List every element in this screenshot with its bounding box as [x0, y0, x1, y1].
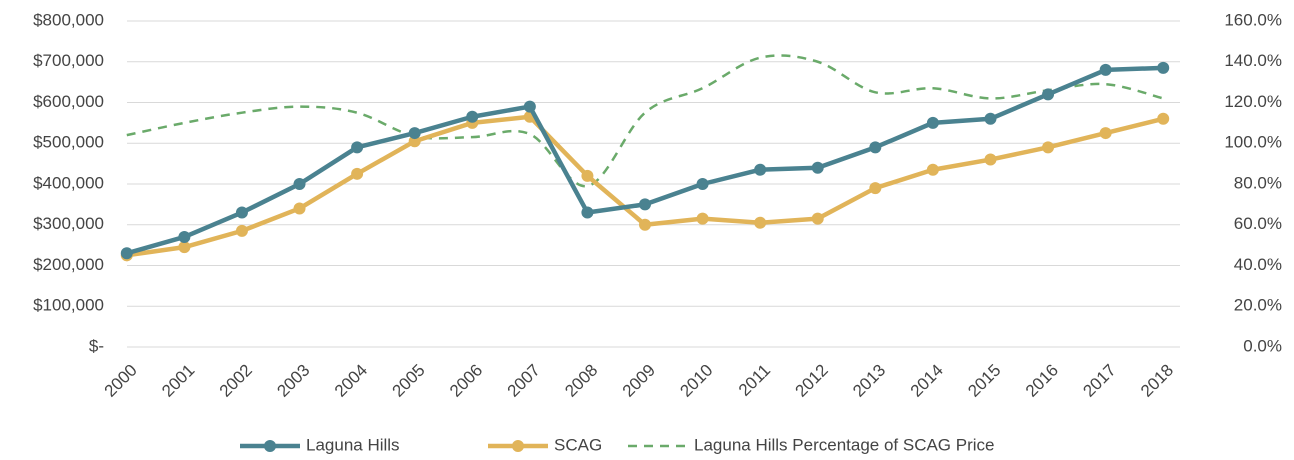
data-point [639, 198, 651, 211]
data-point [811, 212, 824, 225]
x-tick-label: 2009 [619, 361, 659, 401]
x-tick-label: 2018 [1137, 361, 1177, 401]
y2-tick-label: 40.0% [1234, 255, 1282, 274]
legend-marker [264, 440, 276, 452]
data-point [1042, 141, 1055, 154]
y-tick-label: $600,000 [33, 92, 104, 111]
data-point [696, 212, 709, 225]
data-point [178, 230, 191, 243]
data-point [408, 127, 421, 140]
x-tick-label: 2017 [1079, 361, 1119, 401]
line-series [126, 54, 1164, 188]
data-point [581, 169, 594, 182]
data-point [235, 206, 248, 219]
x-tick-label: 2015 [964, 361, 1004, 401]
data-point [581, 206, 594, 219]
x-tick-label: 2013 [849, 361, 889, 401]
x-tick-label: 2011 [735, 361, 774, 400]
data-point [869, 182, 882, 195]
data-point [1157, 112, 1170, 125]
x-tick-label: 2012 [792, 361, 832, 401]
y-tick-label: $700,000 [33, 51, 104, 70]
data-point [811, 161, 824, 174]
data-point [235, 224, 248, 237]
y2-tick-label: 160.0% [1224, 10, 1282, 29]
data-point [754, 216, 767, 229]
x-tick-label: 2002 [216, 361, 256, 401]
x-tick-label: 2016 [1022, 361, 1062, 401]
y2-tick-label: 0.0% [1243, 336, 1282, 355]
data-point [639, 218, 651, 231]
data-point [984, 153, 997, 166]
x-tick-label: 2001 [158, 361, 198, 401]
data-point [926, 116, 939, 129]
data-point [926, 163, 939, 176]
y-tick-label: $300,000 [33, 214, 104, 233]
y-tick-label: $800,000 [33, 10, 104, 29]
y-tick-label: $- [89, 336, 104, 355]
data-point [984, 112, 997, 125]
data-point [869, 141, 882, 154]
data-point [696, 178, 709, 190]
legend-label: SCAG [554, 435, 602, 454]
x-tick-label: 2008 [561, 361, 601, 401]
data-point [754, 163, 767, 176]
y2-tick-label: 100.0% [1224, 133, 1282, 152]
y-tick-label: $500,000 [33, 133, 104, 152]
data-point [1157, 61, 1170, 74]
data-point [523, 100, 536, 113]
legend-marker [512, 440, 524, 452]
data-point [1099, 63, 1112, 76]
y2-tick-label: 120.0% [1224, 92, 1282, 111]
data-point [351, 141, 364, 154]
data-point [351, 167, 364, 180]
x-tick-label: 2010 [676, 361, 716, 401]
x-tick-label: 2006 [446, 361, 486, 401]
legend-label: Laguna Hills Percentage of SCAG Price [694, 435, 995, 454]
y-tick-label: $400,000 [33, 173, 104, 192]
y2-tick-label: 60.0% [1234, 214, 1282, 233]
data-point [1099, 127, 1112, 140]
line-series [126, 114, 1164, 258]
x-tick-label: 2004 [331, 361, 371, 401]
x-tick-label: 2005 [389, 361, 429, 401]
data-point [293, 178, 306, 190]
data-point [466, 110, 479, 123]
x-tick-label: 2007 [504, 361, 544, 401]
x-tick-label: 2003 [273, 361, 313, 401]
y2-tick-label: 20.0% [1234, 296, 1282, 315]
data-point [178, 241, 191, 254]
x-tick-label: 2014 [907, 361, 947, 401]
y2-tick-label: 80.0% [1234, 173, 1282, 192]
data-point [293, 202, 306, 215]
data-point [1042, 88, 1055, 101]
y-tick-label: $200,000 [33, 255, 104, 274]
x-tick-label: 2000 [101, 361, 141, 401]
y-tick-label: $100,000 [33, 296, 104, 315]
data-point [120, 247, 133, 260]
legend-label: Laguna Hills [306, 435, 400, 454]
y2-tick-label: 140.0% [1224, 51, 1282, 70]
